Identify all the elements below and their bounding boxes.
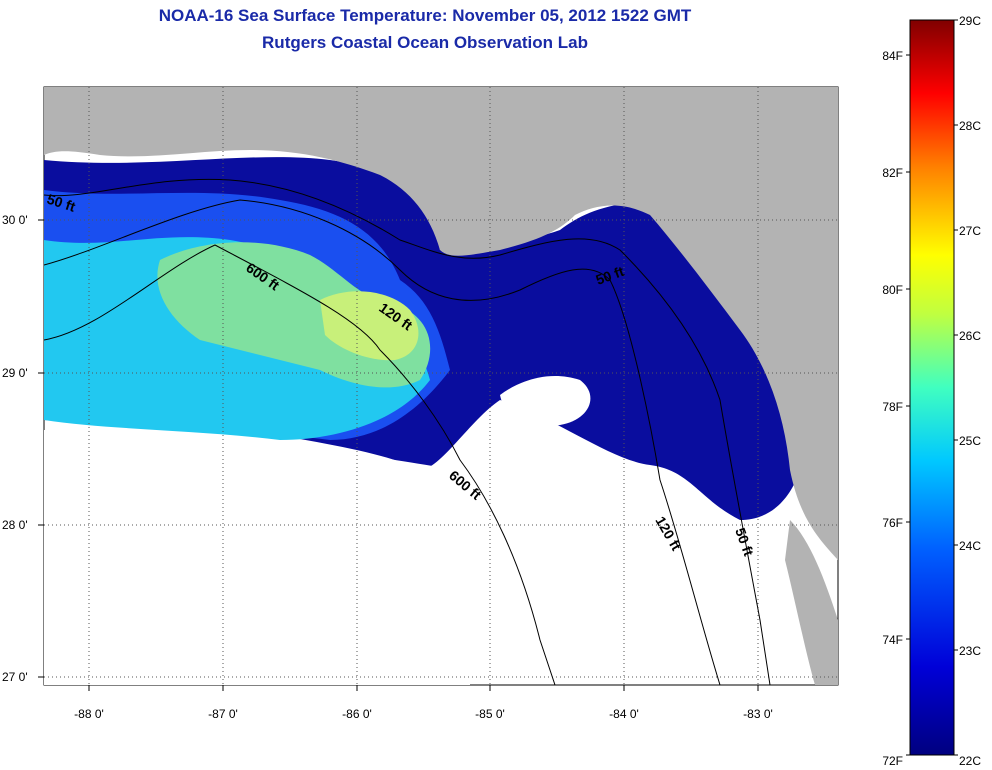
contour-120ft xyxy=(44,199,721,685)
colorbar-celsius-label: 22C xyxy=(959,754,981,768)
colorbar-celsius-label: 27C xyxy=(959,224,981,238)
lon-tick-label: -85 0' xyxy=(475,707,505,721)
cloud-patch xyxy=(500,375,591,427)
colorbar-fahrenheit-label: 74F xyxy=(882,633,903,647)
lon-tick-label: -83 0' xyxy=(743,707,773,721)
lat-tick-label: 29 0' xyxy=(2,366,28,380)
colorbar-fahrenheit-label: 72F xyxy=(882,754,903,768)
ocean-warm-patch xyxy=(320,291,419,361)
grid-lines xyxy=(44,87,838,685)
colorbar-celsius-label: 25C xyxy=(959,434,981,448)
lat-tick-label: 27 0' xyxy=(2,670,28,684)
lon-tick-label: -84 0' xyxy=(609,707,639,721)
map-content xyxy=(44,87,838,685)
lat-tick-label: 28 0' xyxy=(2,518,28,532)
colorbar-celsius-label: 28C xyxy=(959,119,981,133)
lon-tick-label: -87 0' xyxy=(208,707,238,721)
title-line-2: Rutgers Coastal Ocean Observation Lab xyxy=(262,33,588,52)
colorbar-celsius-label: 26C xyxy=(959,329,981,343)
lon-tick-label: -88 0' xyxy=(74,707,104,721)
colorbar-fahrenheit-label: 78F xyxy=(882,400,903,414)
colorbar-fahrenheit-label: 82F xyxy=(882,166,903,180)
contour-50ft xyxy=(44,178,771,685)
land-north xyxy=(44,87,838,560)
colorbar-celsius-label: 24C xyxy=(959,539,981,553)
title-line-1: NOAA-16 Sea Surface Temperature: Novembe… xyxy=(158,6,692,25)
colorbar-ticks xyxy=(906,19,958,756)
colorbar-fahrenheit-label: 76F xyxy=(882,516,903,530)
contour-600ft xyxy=(44,244,556,685)
colorbar-fahrenheit-label: 84F xyxy=(882,49,903,63)
land-south-florida xyxy=(785,520,838,685)
lon-tick-label: -86 0' xyxy=(342,707,372,721)
cloud-patch xyxy=(44,429,470,685)
colorbar-fahrenheit-label: 80F xyxy=(882,283,903,297)
axis-ticks xyxy=(38,219,759,691)
colorbar-celsius-label: 29C xyxy=(959,14,981,28)
colorbar-celsius-label: 23C xyxy=(959,644,981,658)
colorbar xyxy=(909,19,955,756)
lat-tick-label: 30 0' xyxy=(2,213,28,227)
